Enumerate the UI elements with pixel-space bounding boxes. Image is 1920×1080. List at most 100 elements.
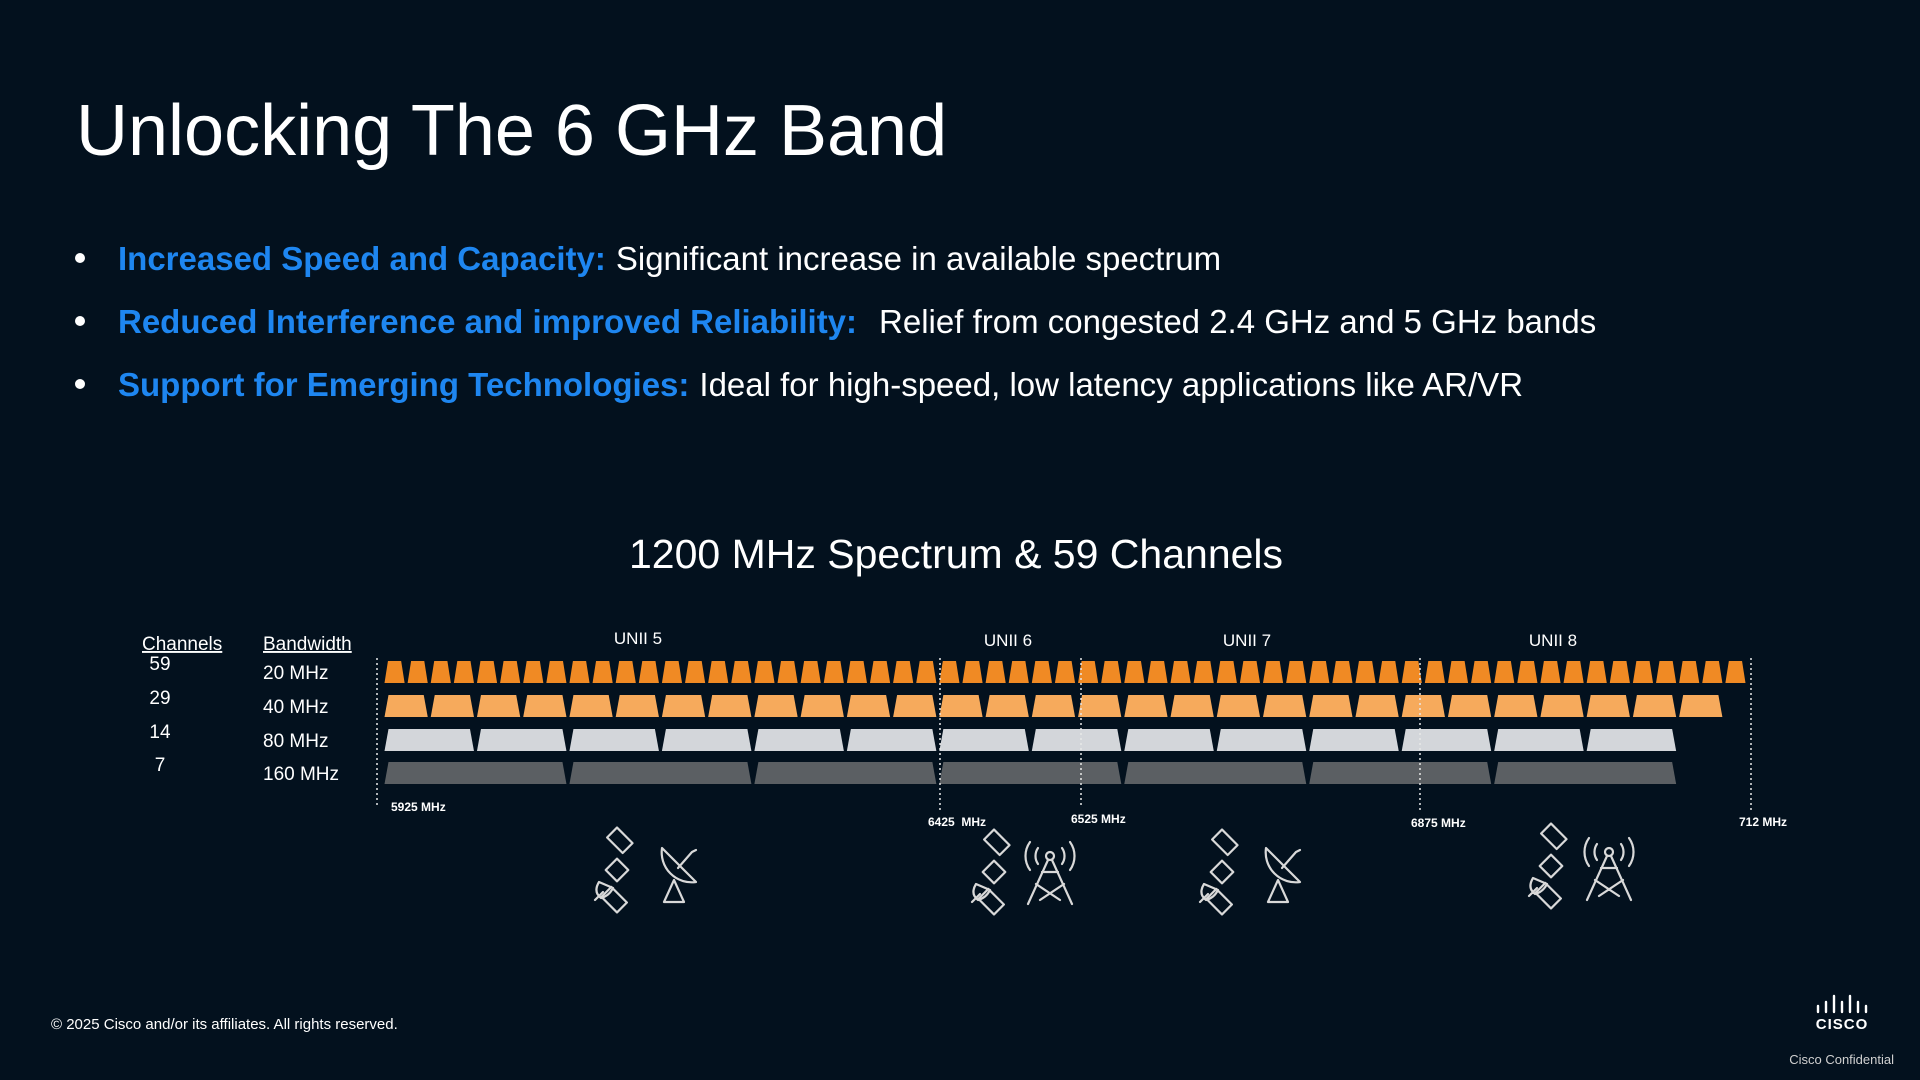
channel-block: [661, 729, 752, 751]
bandwidth: 40 MHz: [263, 697, 328, 718]
channel-block: [1193, 661, 1214, 683]
channel-block: [1447, 661, 1469, 683]
channel-block: [592, 661, 613, 683]
channel-block: [708, 661, 729, 683]
channel-block: [846, 729, 937, 751]
bullet-dot: [75, 253, 85, 263]
channel-block: [1216, 695, 1261, 717]
channel-block: [939, 762, 1122, 784]
channel-block: [384, 695, 428, 717]
channel-block: [869, 661, 891, 683]
channel-block: [939, 695, 983, 717]
channel-block: [777, 661, 798, 683]
channel-block: [1401, 695, 1445, 717]
channel-block: [384, 729, 474, 751]
channel-block: [453, 661, 474, 683]
channel-block: [1401, 729, 1492, 751]
channel-block: [1054, 661, 1076, 683]
channel-block: [846, 695, 891, 717]
channel-block: [1309, 762, 1492, 784]
bullet-text: Relief from congested 2.4 GHz and 5 GHz …: [879, 303, 1596, 340]
channel-block: [1031, 661, 1052, 683]
channel-block: [893, 661, 914, 683]
channel-block: [708, 695, 752, 717]
band-label: UNII 8: [1529, 631, 1577, 650]
channel-block: [1124, 762, 1307, 784]
channel-block: [1563, 661, 1584, 683]
bandwidth: 80 MHz: [263, 731, 328, 752]
channel-block: [500, 661, 521, 683]
logo-text: CISCO: [1816, 1016, 1869, 1033]
channel-block: [1632, 695, 1677, 717]
channel-block: [846, 661, 867, 683]
channel-block: [569, 661, 590, 683]
band-label: UNII 7: [1223, 631, 1271, 650]
channel-block: [384, 762, 567, 784]
frequency-label: 6525 MHz: [1071, 812, 1126, 826]
channel-block: [523, 661, 544, 683]
channel-block: [476, 729, 567, 751]
bullet-label: Reduced Interference and improved Reliab…: [118, 303, 857, 340]
channel-block: [569, 729, 659, 751]
channel-block: [1355, 661, 1376, 683]
channel-block: [1679, 695, 1723, 717]
channel-block: [1494, 762, 1677, 784]
channel-block: [1170, 661, 1191, 683]
channel-block: [1309, 661, 1330, 683]
channel-block: [1124, 729, 1214, 751]
channel-block: [1008, 661, 1029, 683]
channel-block: [800, 661, 821, 683]
channel-block: [476, 695, 521, 717]
channel-block: [1216, 661, 1237, 683]
channel-block: [985, 661, 1006, 683]
column-header: Channels: [142, 634, 222, 655]
channel-count: 29: [149, 688, 170, 709]
bullet-dot: [75, 379, 85, 389]
band-label: UNII 6: [984, 631, 1032, 650]
channel-block: [1216, 729, 1307, 751]
bullet: Increased Speed and Capacity: Significant…: [118, 240, 1221, 277]
channel-block: [893, 695, 937, 717]
channel-count: 7: [155, 755, 166, 776]
column-header: Bandwidth: [263, 634, 352, 655]
channel-block: [1332, 661, 1353, 683]
channel-block: [754, 729, 844, 751]
channel-block: [569, 695, 613, 717]
bullet-dot: [75, 316, 85, 326]
channel-block: [1401, 661, 1422, 683]
bullet-list: Increased Speed and Capacity: Significant…: [75, 240, 1596, 403]
channel-block: [569, 762, 752, 784]
channel-block: [1702, 661, 1723, 683]
channel-block: [1170, 695, 1214, 717]
channel-block: [615, 695, 659, 717]
channel-block: [1656, 661, 1677, 683]
channel-block: [1494, 695, 1538, 717]
channel-block: [1447, 695, 1492, 717]
cisco-logo: CISCO: [1816, 994, 1869, 1033]
channel-count: 14: [149, 722, 171, 743]
diagram-title: 1200 MHz Spectrum & 59 Channels: [629, 531, 1283, 577]
channel-block: [430, 695, 474, 717]
channel-block: [1471, 661, 1492, 683]
channel-block: [1609, 661, 1630, 683]
channel-block: [1309, 729, 1399, 751]
channel-block: [1632, 661, 1654, 683]
channel-block: [638, 661, 659, 683]
channel-block: [1540, 661, 1561, 683]
channel-block: [1586, 661, 1607, 683]
channel-block: [1078, 661, 1099, 683]
channel-block: [407, 661, 428, 683]
bullet-text: Significant increase in available spectr…: [616, 240, 1221, 277]
channel-block: [916, 661, 937, 683]
channel-block: [1124, 695, 1168, 717]
confidential: Cisco Confidential: [1789, 1052, 1894, 1067]
channel-block: [823, 661, 844, 683]
channel-block: [754, 762, 937, 784]
channel-block: [1263, 695, 1307, 717]
channel-block: [661, 695, 706, 717]
channel-block: [523, 695, 567, 717]
channel-block: [1725, 661, 1746, 683]
channel-block: [985, 695, 1029, 717]
